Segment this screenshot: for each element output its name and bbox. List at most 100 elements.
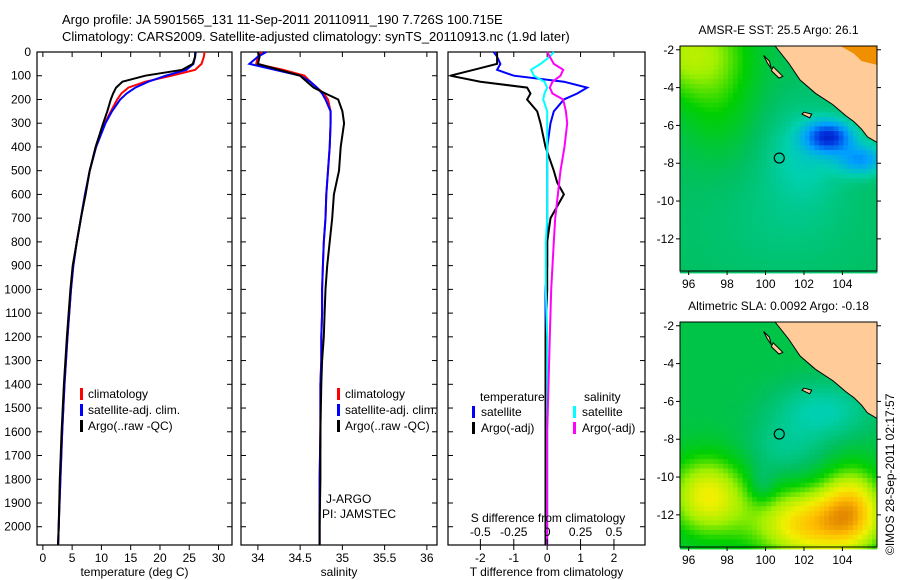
map-cell [728,98,734,104]
map-cell [819,374,825,380]
map-cell [853,511,859,517]
map-cell [756,126,763,132]
map-cell [723,440,729,446]
map-cell [747,178,753,184]
legend-swatch [80,420,83,432]
map-cell [771,197,777,203]
map-cell [838,440,844,446]
map-cell [771,187,777,193]
map-cell [732,225,739,231]
map-cell [829,220,835,227]
map-cell [838,392,844,399]
map-cell [804,454,811,460]
map-cell [771,263,777,269]
map-cell [752,183,758,189]
map-cell [814,202,820,208]
map-cell [790,249,796,255]
map-cell [824,107,830,113]
map-cell [771,444,777,451]
map-cell [680,416,686,422]
map-cell [785,239,791,245]
map-cell [752,416,758,422]
map-cell [723,416,729,422]
map-cell [689,530,695,536]
map-cell [699,159,705,165]
map-cell [694,478,700,484]
map-cell [809,534,815,540]
map-cell [680,192,686,198]
map-cell [728,173,734,179]
map-cell [853,530,859,536]
depth-tick-label: 100 [11,69,31,83]
map-cell [680,520,686,526]
map-cell [819,506,825,512]
map-cell [795,126,801,132]
map-cell [694,135,700,141]
map-cell [862,411,868,417]
map-cell [829,487,835,493]
map-cell [732,435,739,441]
map-cell [713,154,719,160]
map-cell [790,388,796,394]
map-cell [689,459,695,465]
map-cell [742,539,748,545]
map-cell [752,539,758,545]
map-cell [708,83,714,89]
map-cell [824,225,830,231]
map-cell [728,50,734,56]
map-cell [718,364,724,370]
map-cell [771,350,777,356]
map-cell [776,235,782,241]
map-cell [771,473,777,479]
map-cell [790,449,796,455]
map-cell [704,383,710,389]
map-cell [747,478,753,484]
map-cell [872,426,878,432]
map-cell [853,164,859,170]
map-cell [780,350,787,356]
map-cell [838,454,844,460]
map-cell [800,173,806,179]
map-cell [704,506,710,512]
map-cell [809,487,815,493]
map-cell [771,468,777,474]
map-cell [689,492,695,498]
map-cell [708,478,714,484]
map-cell [838,135,844,141]
map-cell [780,388,787,394]
map-cell [728,426,734,432]
map-cell [785,449,791,455]
map-cell [819,482,825,488]
map-cell [728,211,734,217]
map-cell [680,50,686,56]
map-cell [780,98,787,104]
map-cell [838,173,844,179]
map-cell [728,501,734,507]
map-cell [766,192,772,198]
map-cell [800,239,806,245]
map-cell [694,350,700,356]
map-cell [684,50,690,56]
map-cell [737,64,743,71]
map-cell [829,430,835,436]
map-cell [848,197,854,203]
map-cell [867,539,873,545]
map-cell [689,539,695,545]
map-cell [728,355,734,361]
map-cell [814,98,820,104]
map-cell [829,496,835,503]
map-cell [790,235,796,241]
map-cell [752,69,758,75]
map-cell [737,444,743,451]
map-cell [857,183,863,189]
map-cell [699,187,705,193]
map-cell [728,492,734,498]
map-cell [699,140,705,146]
map-cell [872,440,878,446]
map-cell [723,411,729,417]
map-cell [843,254,849,260]
map-cell [708,211,714,217]
map-cell [795,539,801,545]
map-cell [718,98,724,104]
map-cell [689,183,695,189]
